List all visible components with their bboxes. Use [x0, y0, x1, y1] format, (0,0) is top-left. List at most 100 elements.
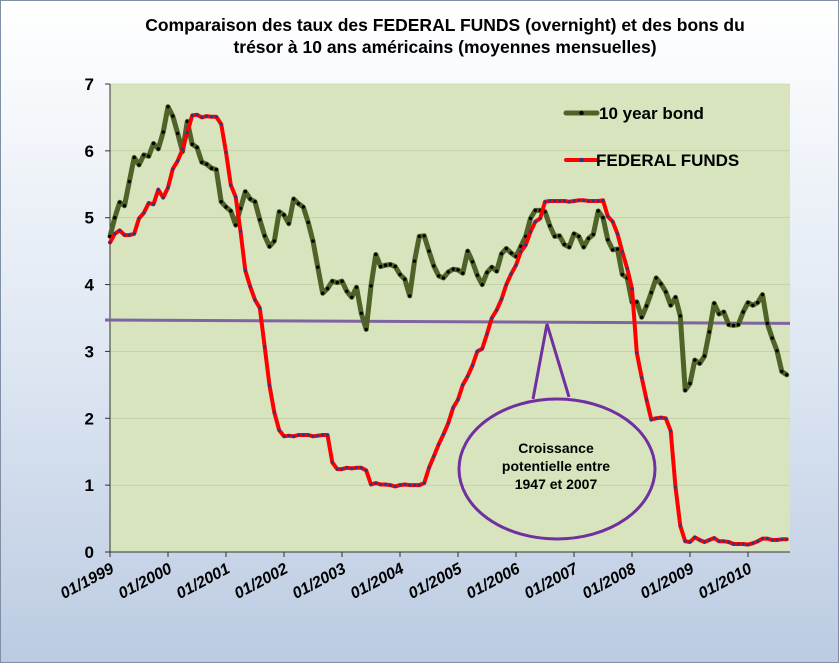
data-point: [123, 233, 126, 237]
data-point: [746, 300, 750, 305]
data-point: [239, 229, 242, 233]
data-point: [224, 205, 228, 209]
chart-title-line-1: Comparaison des taux des FEDERAL FUNDS (…: [145, 15, 745, 35]
callout-group: Croissance potentielle entre 1947 et 2007: [457, 323, 657, 541]
data-point: [659, 282, 663, 286]
data-point: [659, 416, 663, 420]
data-point: [558, 199, 561, 203]
data-point: [703, 540, 706, 544]
data-point: [388, 483, 392, 487]
data-point: [461, 383, 465, 387]
data-point: [446, 421, 450, 425]
data-point: [698, 538, 702, 542]
data-point: [611, 248, 615, 252]
data-point: [538, 216, 542, 220]
data-point: [122, 204, 127, 208]
x-tick-label: 01/2006: [464, 560, 523, 602]
data-point: [669, 303, 673, 307]
data-point: [185, 119, 189, 124]
data-point: [272, 410, 276, 414]
legend-item-federal-funds: FEDERAL FUNDS: [564, 151, 739, 170]
data-point: [156, 147, 160, 151]
data-point: [127, 233, 131, 237]
data-point: [616, 232, 619, 236]
data-point: [398, 272, 402, 277]
data-point: [398, 483, 402, 487]
data-point: [152, 202, 155, 206]
x-tick-label: 01/1999: [58, 560, 117, 602]
data-point: [311, 239, 315, 243]
data-point: [528, 216, 533, 221]
data-point: [181, 148, 184, 151]
data-point: [335, 467, 339, 471]
data-point: [238, 206, 243, 211]
data-point: [732, 542, 735, 546]
data-point: [383, 263, 388, 267]
data-point: [456, 268, 460, 272]
data-point: [195, 145, 199, 150]
data-point: [490, 265, 494, 269]
axes: [109, 84, 790, 553]
data-point: [548, 224, 552, 228]
data-point: [596, 199, 600, 203]
data-point: [427, 249, 431, 253]
data-point: [640, 376, 644, 379]
data-point: [379, 264, 383, 269]
data-point: [142, 211, 146, 215]
data-point: [379, 483, 383, 486]
data-point: [345, 289, 349, 293]
data-point: [403, 483, 407, 486]
x-tick-label: 01/2008: [580, 560, 639, 602]
data-point: [635, 351, 639, 355]
data-point: [369, 483, 373, 486]
data-point: [243, 269, 247, 272]
data-point: [761, 537, 764, 541]
data-point: [253, 200, 257, 204]
data-point: [118, 228, 122, 232]
data-point: [330, 460, 334, 464]
x-tick-label: 01/2004: [348, 560, 407, 602]
data-point: [654, 416, 658, 420]
data-point: [727, 323, 731, 327]
data-point: [388, 262, 392, 267]
data-point: [770, 538, 774, 542]
y-tick-label: 7: [85, 75, 94, 94]
data-point: [408, 483, 412, 487]
data-point: [432, 264, 436, 268]
data-point: [587, 199, 590, 203]
data-point: [253, 298, 257, 302]
data-point: [649, 418, 653, 422]
data-point: [166, 105, 170, 109]
callout-text-line: potentielle entre: [502, 458, 610, 474]
data-point: [664, 290, 668, 294]
data-point: [325, 286, 330, 291]
data-point: [751, 303, 755, 307]
data-point: [606, 214, 610, 218]
data-point: [248, 285, 252, 289]
data-point: [161, 196, 165, 200]
data-point: [490, 316, 494, 320]
data-point: [712, 536, 716, 540]
data-point: [200, 160, 204, 164]
data-point: [311, 434, 315, 438]
callout-ellipse: [457, 397, 657, 541]
data-point: [693, 535, 697, 539]
y-tick-label: 3: [85, 342, 94, 361]
data-point: [577, 198, 581, 202]
data-point: [557, 234, 562, 238]
data-point: [413, 483, 416, 487]
data-point: [731, 323, 736, 328]
y-tick-label: 4: [85, 276, 95, 295]
data-point: [683, 388, 687, 392]
data-point: [437, 274, 441, 278]
data-point: [640, 315, 644, 319]
data-point: [591, 232, 595, 237]
data-point: [316, 434, 320, 438]
y-axis-ticks: 0 1 2 3 4 5 6 7: [85, 75, 110, 562]
data-point: [330, 279, 334, 283]
data-point: [509, 251, 513, 255]
data-point: [359, 466, 363, 470]
plot-area: [110, 84, 790, 552]
data-point: [707, 538, 711, 542]
x-axis-ticks: 01/199901/200001/200101/200201/200301/20…: [58, 552, 755, 603]
